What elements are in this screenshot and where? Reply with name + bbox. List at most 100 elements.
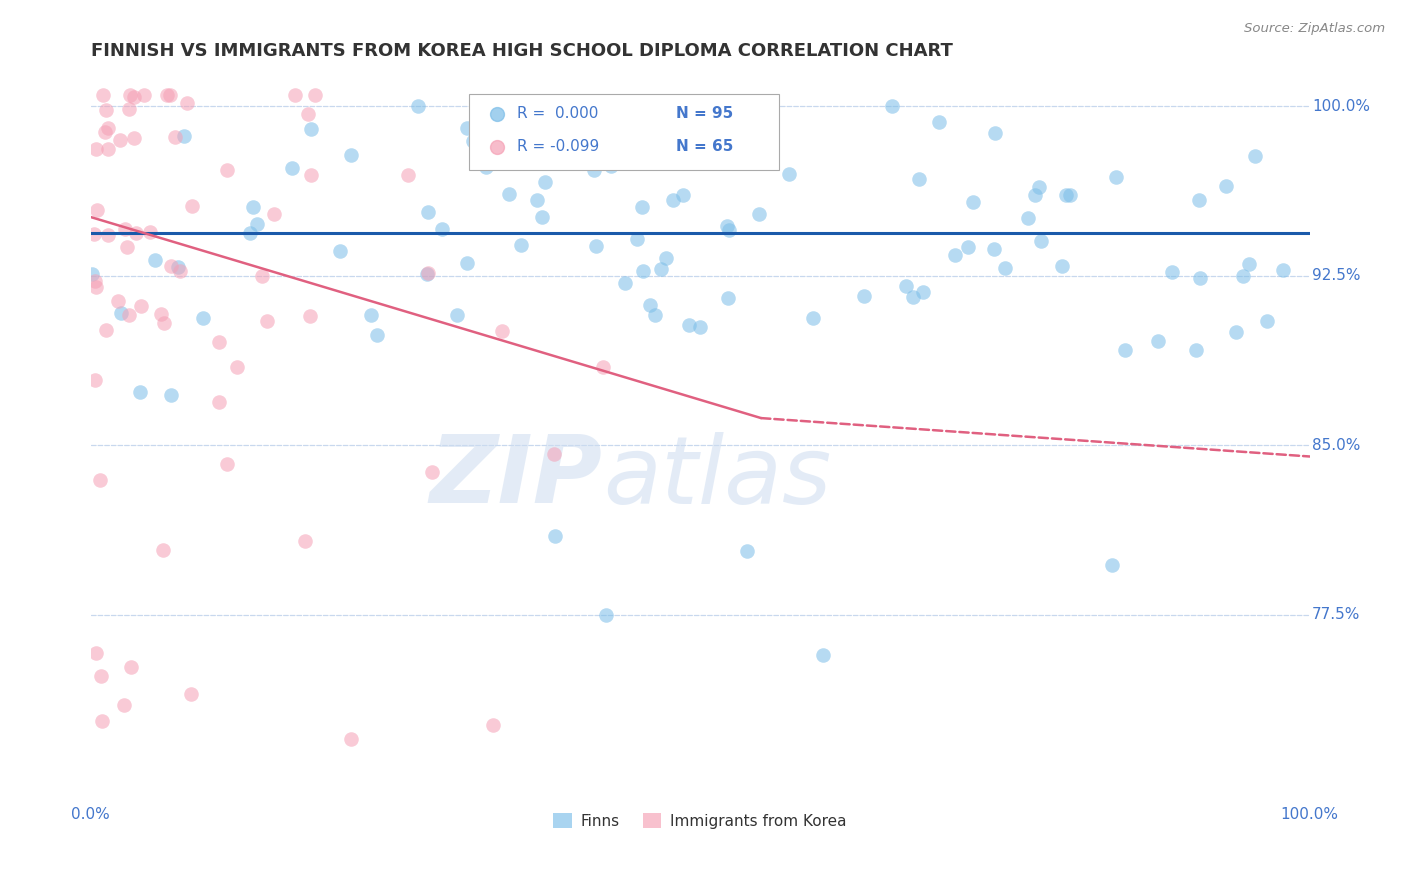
Point [114,222,136,236]
Point [208,334,231,349]
Text: FINNISH VS IMMIGRANTS FROM KOREA HIGH SCHOOL DIPLOMA CORRELATION CHART: FINNISH VS IMMIGRANTS FROM KOREA HIGH SC… [90,42,952,60]
Point [690,150,713,164]
Point [491,325,513,339]
Point [84,280,107,294]
Point [284,88,307,103]
Point [1056,188,1078,202]
Point [1188,193,1211,207]
Point [640,298,662,312]
Point [298,310,321,324]
Point [1225,325,1247,339]
Point [585,138,607,153]
Point [165,129,187,144]
Text: N = 95: N = 95 [676,106,733,121]
Point [339,147,361,161]
Point [250,268,273,283]
Point [90,668,112,682]
Point [299,122,322,136]
Point [129,299,152,313]
Point [125,227,148,241]
Point [120,659,142,673]
Point [97,142,120,156]
Point [263,207,285,221]
Point [1161,265,1184,279]
Point [716,219,738,233]
Point [531,210,554,224]
FancyBboxPatch shape [468,95,779,170]
Point [191,310,214,325]
Point [90,714,112,728]
Point [510,238,533,252]
Point [630,200,652,214]
Point [406,99,429,113]
Point [167,260,190,275]
Point [108,133,131,147]
Point [456,255,478,269]
Point [83,227,105,241]
Point [1050,259,1073,273]
Point [717,291,740,305]
Point [86,202,108,217]
Point [1017,211,1039,225]
Point [94,323,117,337]
Point [903,290,925,304]
Point [644,308,666,322]
Point [124,131,146,145]
Point [208,395,231,409]
Point [475,160,498,174]
Point [91,88,114,103]
Point [1215,178,1237,193]
Point [912,285,935,299]
Point [1028,180,1050,194]
Point [1147,334,1170,349]
Point [896,278,918,293]
Point [1232,268,1254,283]
Point [498,186,520,201]
Point [149,307,172,321]
Text: Source: ZipAtlas.com: Source: ZipAtlas.com [1244,22,1385,36]
Point [689,319,711,334]
Point [543,447,565,461]
Point [592,360,614,375]
Point [86,646,108,660]
Point [595,607,617,622]
Point [1271,263,1294,277]
Point [145,252,167,267]
Point [294,533,316,548]
Point [962,194,984,209]
Point [430,221,453,235]
Point [160,259,183,273]
Point [631,264,654,278]
Point [107,293,129,308]
Point [1244,149,1267,163]
Point [226,360,249,375]
Text: R = -0.099: R = -0.099 [517,139,599,154]
Point [420,465,443,479]
Point [650,261,672,276]
Point [396,168,419,182]
Point [956,240,979,254]
Point [297,107,319,121]
Point [304,88,326,103]
Point [482,718,505,732]
Point [239,226,262,240]
Text: N = 65: N = 65 [676,139,733,154]
Point [366,328,388,343]
Point [533,175,555,189]
Text: atlas: atlas [603,432,831,523]
Point [115,240,138,254]
Point [583,163,606,178]
Point [118,308,141,322]
Point [181,199,204,213]
Point [152,543,174,558]
Point [1105,170,1128,185]
Point [176,96,198,111]
Point [1031,234,1053,248]
Point [299,168,322,182]
Text: 100.0%: 100.0% [1312,99,1371,114]
Point [118,102,141,116]
Point [329,244,352,258]
Point [97,228,120,243]
Point [526,193,548,207]
Point [446,308,468,322]
